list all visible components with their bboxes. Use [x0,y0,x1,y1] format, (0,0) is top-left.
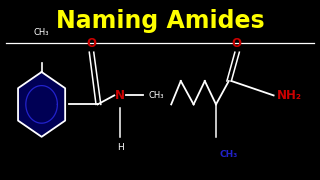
Polygon shape [18,72,65,137]
Text: O: O [86,37,96,50]
Text: CH₃: CH₃ [34,28,49,37]
Text: NH₂: NH₂ [277,89,302,102]
Text: O: O [232,37,242,50]
Text: H: H [116,143,124,152]
Text: CH₃: CH₃ [149,91,164,100]
Text: Naming Amides: Naming Amides [56,9,264,33]
Text: CH₃: CH₃ [220,150,238,159]
Text: N: N [115,89,125,102]
